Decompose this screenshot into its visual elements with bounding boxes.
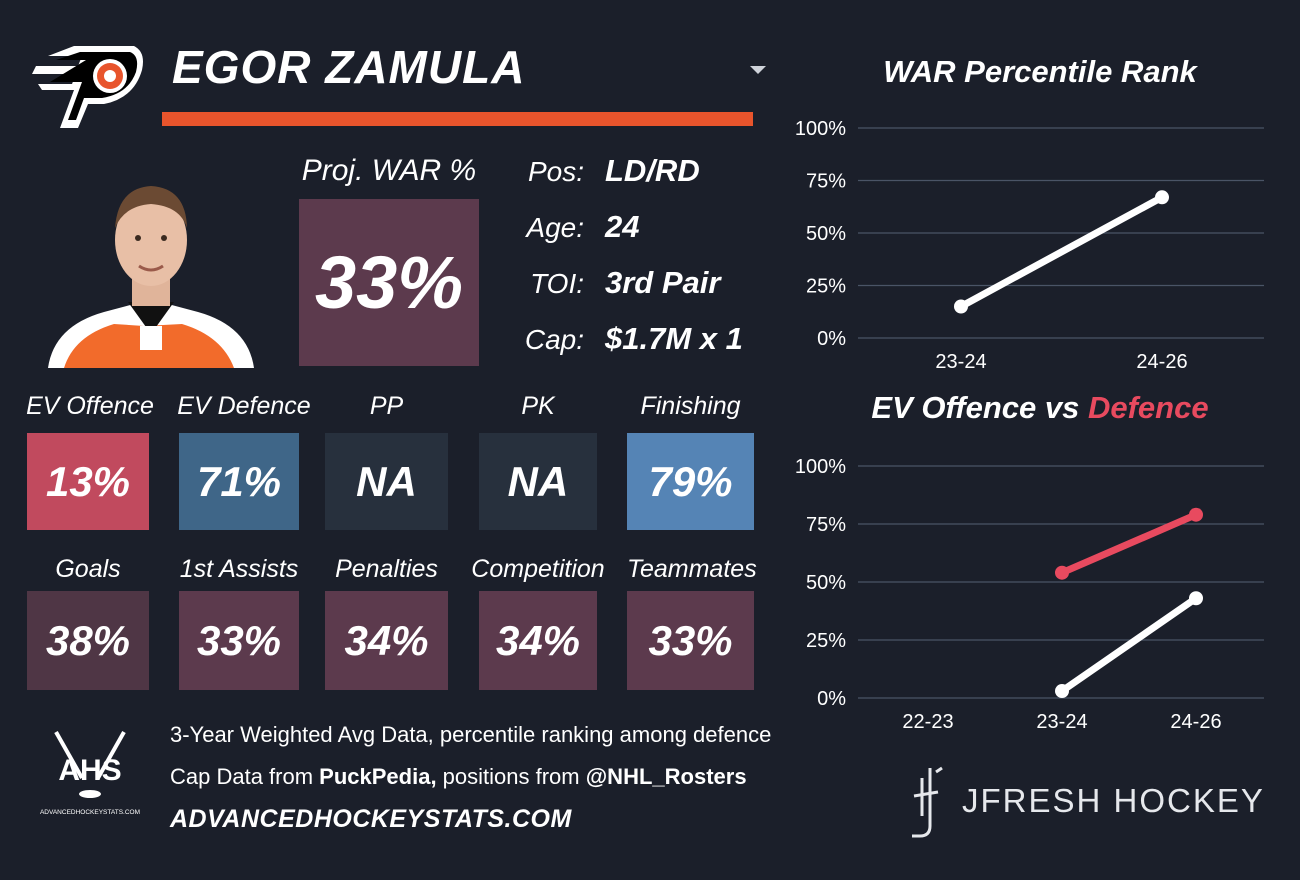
jfresh-logo-icon xyxy=(912,766,943,838)
data-point xyxy=(1155,190,1169,205)
y-tick-label: 100% xyxy=(795,118,846,140)
chart1-title: WAR Percentile Rank xyxy=(883,54,1197,89)
y-tick-label: 25% xyxy=(806,630,846,652)
stat-label-penalties: Penalties xyxy=(335,555,438,583)
stat-label-pk: PK xyxy=(521,392,555,420)
y-tick-label: 75% xyxy=(806,171,846,193)
chart2-title-part2: Defence xyxy=(1087,390,1209,425)
info-val-cap: $1.7M x 1 xyxy=(605,321,743,356)
footer-line2: Cap Data from PuckPedia, positions from … xyxy=(170,764,747,790)
x-tick-label: 23-24 xyxy=(935,351,986,373)
y-tick-label: 50% xyxy=(806,223,846,245)
footer-line2-prefix: Cap Data from xyxy=(170,764,320,789)
stat-box-1st-assists: 33% xyxy=(179,591,299,690)
ahs-logo-subtext: ADVANCEDHOCKEYSTATS.COM xyxy=(40,809,140,816)
info-key-cap: Cap: xyxy=(524,324,584,355)
stat-label-teammates: Teammates xyxy=(627,555,757,583)
info-val-pos: LD/RD xyxy=(605,153,700,188)
stat-box-teammates: 33% xyxy=(627,591,754,690)
series-line xyxy=(1058,594,1200,695)
proj-war-label: Proj. WAR % xyxy=(301,154,477,187)
y-tick-label: 100% xyxy=(795,456,846,478)
y-tick-label: 50% xyxy=(806,572,846,594)
stat-label-finishing: Finishing xyxy=(640,392,741,420)
player-name: EGOR ZAMULA xyxy=(172,41,526,93)
info-val-toi: 3rd Pair xyxy=(605,265,721,300)
nhl-rosters-link[interactable]: @NHL_Rosters xyxy=(585,764,747,789)
ev-offence-defence-chart: 0% 25% 50% 75% 100% 22-23 23-24 24-26 xyxy=(795,456,1264,733)
x-tick-label: 23-24 xyxy=(1036,711,1087,733)
info-val-age: 24 xyxy=(605,209,640,244)
stat-box-ev-offence: 13% xyxy=(27,433,149,530)
stat-label-ev-defence: EV Defence xyxy=(177,392,311,420)
data-point xyxy=(1055,684,1069,699)
info-key-toi: TOI: xyxy=(530,268,584,299)
chart2-title-part1: EV Offence vs xyxy=(871,390,1088,425)
name-underline xyxy=(162,112,753,126)
ahs-logo-text: AHS xyxy=(58,754,121,787)
stat-box-goals: 38% xyxy=(27,591,149,690)
footer-url[interactable]: ADVANCEDHOCKEYSTATS.COM xyxy=(170,805,572,833)
series-line xyxy=(1058,511,1200,577)
y-tick-label: 0% xyxy=(817,688,846,710)
info-key-age: Age: xyxy=(526,212,584,243)
stat-label-competition: Competition xyxy=(471,555,605,583)
player-photo xyxy=(48,186,254,368)
data-point xyxy=(1189,507,1203,522)
chevron-down-icon[interactable] xyxy=(750,66,766,74)
ahs-logo-icon: AHS ADVANCEDHOCKEYSTATS.COM xyxy=(40,731,140,816)
x-tick-label: 22-23 xyxy=(902,711,953,733)
stat-box-pk: NA xyxy=(479,433,597,530)
stat-box-competition: 34% xyxy=(479,591,597,690)
info-key-pos: Pos: xyxy=(527,156,584,187)
puckpedia-link[interactable]: PuckPedia, xyxy=(319,764,437,789)
chart2-title: EV Offence vs Defence xyxy=(820,390,1260,426)
stat-label-1st-assists: 1st Assists xyxy=(179,555,299,583)
stat-label-goals: Goals xyxy=(55,555,121,583)
stat-label-pp: PP xyxy=(369,392,404,420)
x-tick-label: 24-26 xyxy=(1170,711,1221,733)
data-point xyxy=(1055,565,1069,580)
flyers-logo-icon xyxy=(32,46,143,128)
data-point xyxy=(954,299,968,314)
war-percentile-chart: 0% 25% 50% 75% 100% 23-24 24-26 xyxy=(795,118,1264,373)
stat-box-pp: NA xyxy=(325,433,448,530)
stat-box-ev-defence: 71% xyxy=(179,433,299,530)
stat-label-ev-offence: EV Offence xyxy=(26,392,154,420)
series-line xyxy=(957,193,1166,310)
y-tick-label: 0% xyxy=(817,328,846,350)
proj-war-box: 33% xyxy=(299,199,479,366)
footer-line1: 3-Year Weighted Avg Data, percentile ran… xyxy=(170,722,772,747)
brand-name: JFRESH HOCKEY xyxy=(962,782,1265,819)
y-tick-label: 25% xyxy=(806,276,846,298)
y-tick-label: 75% xyxy=(806,514,846,536)
stat-box-penalties: 34% xyxy=(325,591,448,690)
stat-box-finishing: 79% xyxy=(627,433,754,530)
data-point xyxy=(1189,591,1203,606)
x-tick-label: 24-26 xyxy=(1136,351,1187,373)
footer-line2-mid: positions from xyxy=(436,764,586,789)
